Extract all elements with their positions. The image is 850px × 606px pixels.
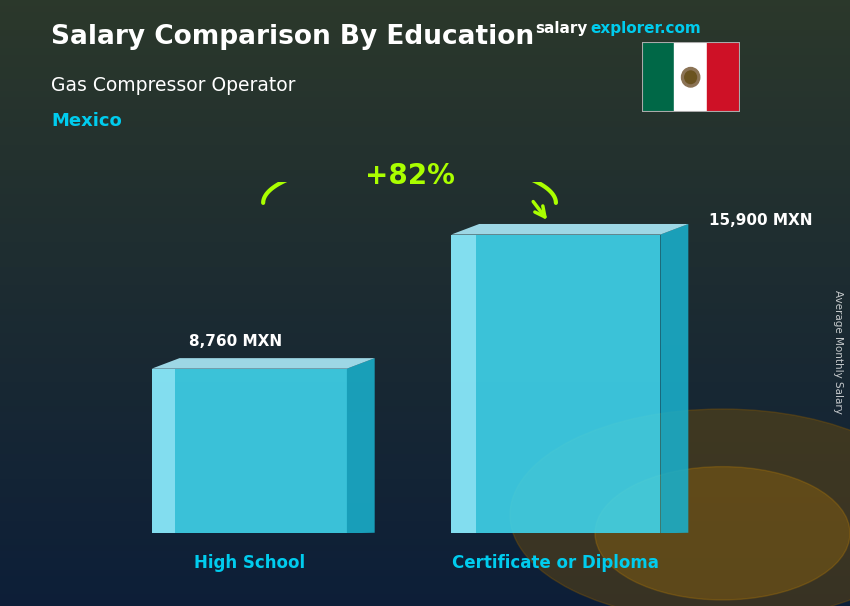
Bar	[642, 42, 674, 112]
Text: Average Monthly Salary: Average Monthly Salary	[833, 290, 843, 413]
Text: 8,760 MXN: 8,760 MXN	[189, 335, 282, 349]
Ellipse shape	[595, 467, 850, 600]
Polygon shape	[151, 358, 375, 368]
Text: +82%: +82%	[365, 162, 455, 190]
Text: High School: High School	[194, 554, 305, 573]
Text: Salary Comparison By Education: Salary Comparison By Education	[51, 24, 534, 50]
Text: 15,900 MXN: 15,900 MXN	[709, 213, 813, 228]
Bar	[674, 42, 707, 112]
Circle shape	[685, 71, 696, 84]
Polygon shape	[451, 224, 688, 235]
Circle shape	[682, 67, 700, 87]
Polygon shape	[151, 368, 347, 533]
Text: salary: salary	[536, 21, 588, 36]
Polygon shape	[347, 358, 375, 533]
Polygon shape	[451, 235, 477, 533]
Text: Gas Compressor Operator: Gas Compressor Operator	[51, 76, 296, 95]
Polygon shape	[660, 224, 689, 533]
Polygon shape	[451, 235, 660, 533]
Text: Certificate or Diploma: Certificate or Diploma	[452, 554, 660, 573]
Text: explorer.com: explorer.com	[591, 21, 701, 36]
Bar	[707, 42, 740, 112]
Text: Mexico: Mexico	[51, 112, 122, 130]
Polygon shape	[151, 368, 175, 533]
Ellipse shape	[510, 409, 850, 606]
